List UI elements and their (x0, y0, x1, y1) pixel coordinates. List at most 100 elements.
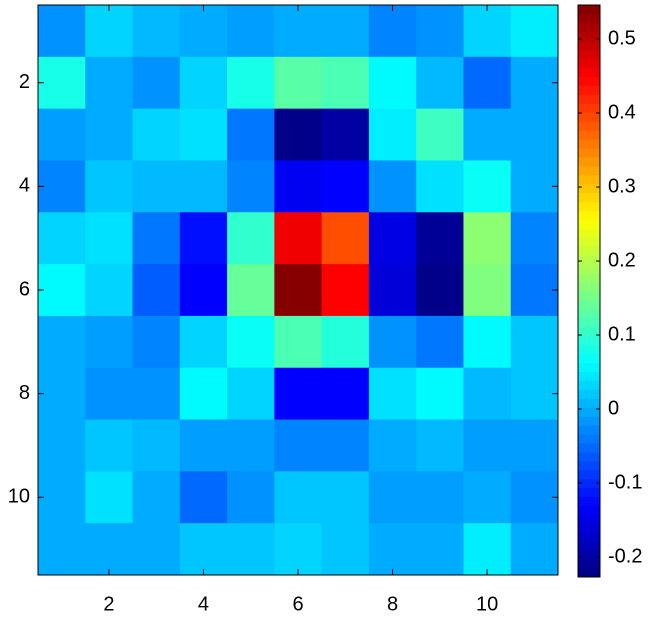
colorbar-swatch (578, 67, 600, 77)
y-tick-label: 10 (8, 486, 30, 508)
heatmap-cell (85, 264, 134, 317)
colorbar-swatch (578, 371, 600, 381)
heatmap-cell (179, 5, 228, 58)
heatmap-cell (463, 56, 512, 110)
colorbar-swatch (578, 523, 600, 533)
heatmap-cell (321, 160, 370, 213)
heatmap-cell (132, 315, 181, 369)
x-tick-label: 10 (476, 593, 498, 615)
heatmap-cell (321, 108, 370, 161)
colorbar-swatch (578, 156, 600, 167)
heatmap-cell (227, 419, 275, 472)
heatmap-cell (510, 212, 559, 265)
colorbar-swatch (578, 478, 600, 489)
heatmap-cell (85, 419, 134, 472)
heatmap-cell (510, 471, 559, 524)
heatmap-cell (85, 160, 134, 213)
heatmap-cell (85, 56, 134, 110)
heatmap-cell (274, 315, 323, 369)
heatmap-cell (38, 471, 86, 524)
heatmap-cell (227, 56, 275, 110)
heatmap-cell (132, 5, 181, 58)
heatmap-cell (368, 108, 417, 161)
heatmap-cell (227, 264, 275, 317)
heatmap-cell (179, 471, 228, 524)
heatmap-cell (510, 419, 559, 472)
heatmap-cell (368, 471, 417, 524)
heatmap-cell (85, 471, 134, 524)
heatmap-cell (416, 523, 464, 576)
colorbar-swatch (578, 255, 600, 265)
heatmap-cell (85, 315, 134, 369)
heatmap-cell (416, 5, 464, 58)
heatmap-cell (227, 315, 275, 369)
colorbar-swatch (578, 174, 600, 185)
colorbar-swatch (578, 112, 600, 122)
heatmap-cell (510, 523, 559, 576)
colorbar-swatch (578, 451, 600, 462)
colorbar-swatch (578, 425, 600, 435)
heatmap-cell (179, 264, 228, 317)
heatmap-cell (132, 523, 181, 576)
colorbar-swatch (578, 335, 600, 346)
heatmap-cell (368, 5, 417, 58)
heatmap-cell (416, 367, 464, 421)
colorbar-swatch (578, 362, 600, 372)
colorbar-swatch (578, 291, 600, 301)
heatmap-cell (368, 367, 417, 421)
heatmap-cell (227, 471, 275, 524)
heatmap-cell (463, 471, 512, 524)
colorbar-tick-label: 0 (608, 397, 619, 419)
heatmap-cell (368, 523, 417, 576)
heatmap-cell (179, 56, 228, 110)
heatmap-cell (38, 160, 86, 213)
heatmap-cell (85, 212, 134, 265)
x-tick-label: 4 (198, 593, 209, 615)
heatmap-cell (321, 471, 370, 524)
axes: 2 4 6 8 10 2 4 6 8 10 (8, 4, 559, 615)
heatmap-cell (38, 212, 86, 265)
heatmap-cell (38, 108, 86, 161)
colorbar-swatch (578, 201, 600, 212)
colorbar-swatch (578, 192, 600, 203)
colorbar-swatch (578, 121, 600, 131)
x-tick-label: 6 (292, 593, 303, 615)
heatmap-cell (321, 264, 370, 317)
colorbar-swatch (578, 219, 600, 229)
heatmap-cell (463, 160, 512, 213)
heatmap-cell (274, 56, 323, 110)
heatmap-cell (321, 212, 370, 265)
colorbar-swatch (578, 273, 600, 283)
heatmap-cell (463, 212, 512, 265)
colorbar-swatch (578, 264, 600, 274)
heatmap-cell (321, 419, 370, 472)
heatmap-cell (227, 523, 275, 576)
heatmap-cell (510, 56, 559, 110)
heatmap-cell (463, 264, 512, 317)
heatmap-cell (510, 108, 559, 161)
colorbar-swatch (578, 532, 600, 542)
colorbar-tick-label: 0.4 (608, 101, 636, 123)
colorbar-frame (577, 4, 601, 578)
heatmap-cell (85, 108, 134, 161)
colorbar-swatch (578, 94, 600, 104)
heatmap-cell (321, 315, 370, 369)
heatmap-cell (274, 108, 323, 161)
heatmap-cell (321, 56, 370, 110)
heatmap-cell (132, 471, 181, 524)
colorbar-tick-label: 0.1 (608, 323, 636, 345)
heatmap-cell (274, 367, 323, 421)
heatmap (38, 5, 559, 576)
colorbar-swatch (578, 40, 600, 51)
heatmap-cell (227, 367, 275, 421)
heatmap-cell (368, 56, 417, 110)
colorbar-swatch (578, 85, 600, 95)
colorbar-tick-label: 0.2 (608, 249, 636, 271)
colorbar-swatch (578, 299, 600, 310)
colorbar-swatch (578, 130, 600, 140)
heatmap-cell (227, 108, 275, 161)
heatmap-cell (416, 471, 464, 524)
x-tick-label: 2 (103, 593, 114, 615)
colorbar-tick-label: 0.3 (608, 175, 636, 197)
colorbar-swatch (578, 505, 600, 515)
